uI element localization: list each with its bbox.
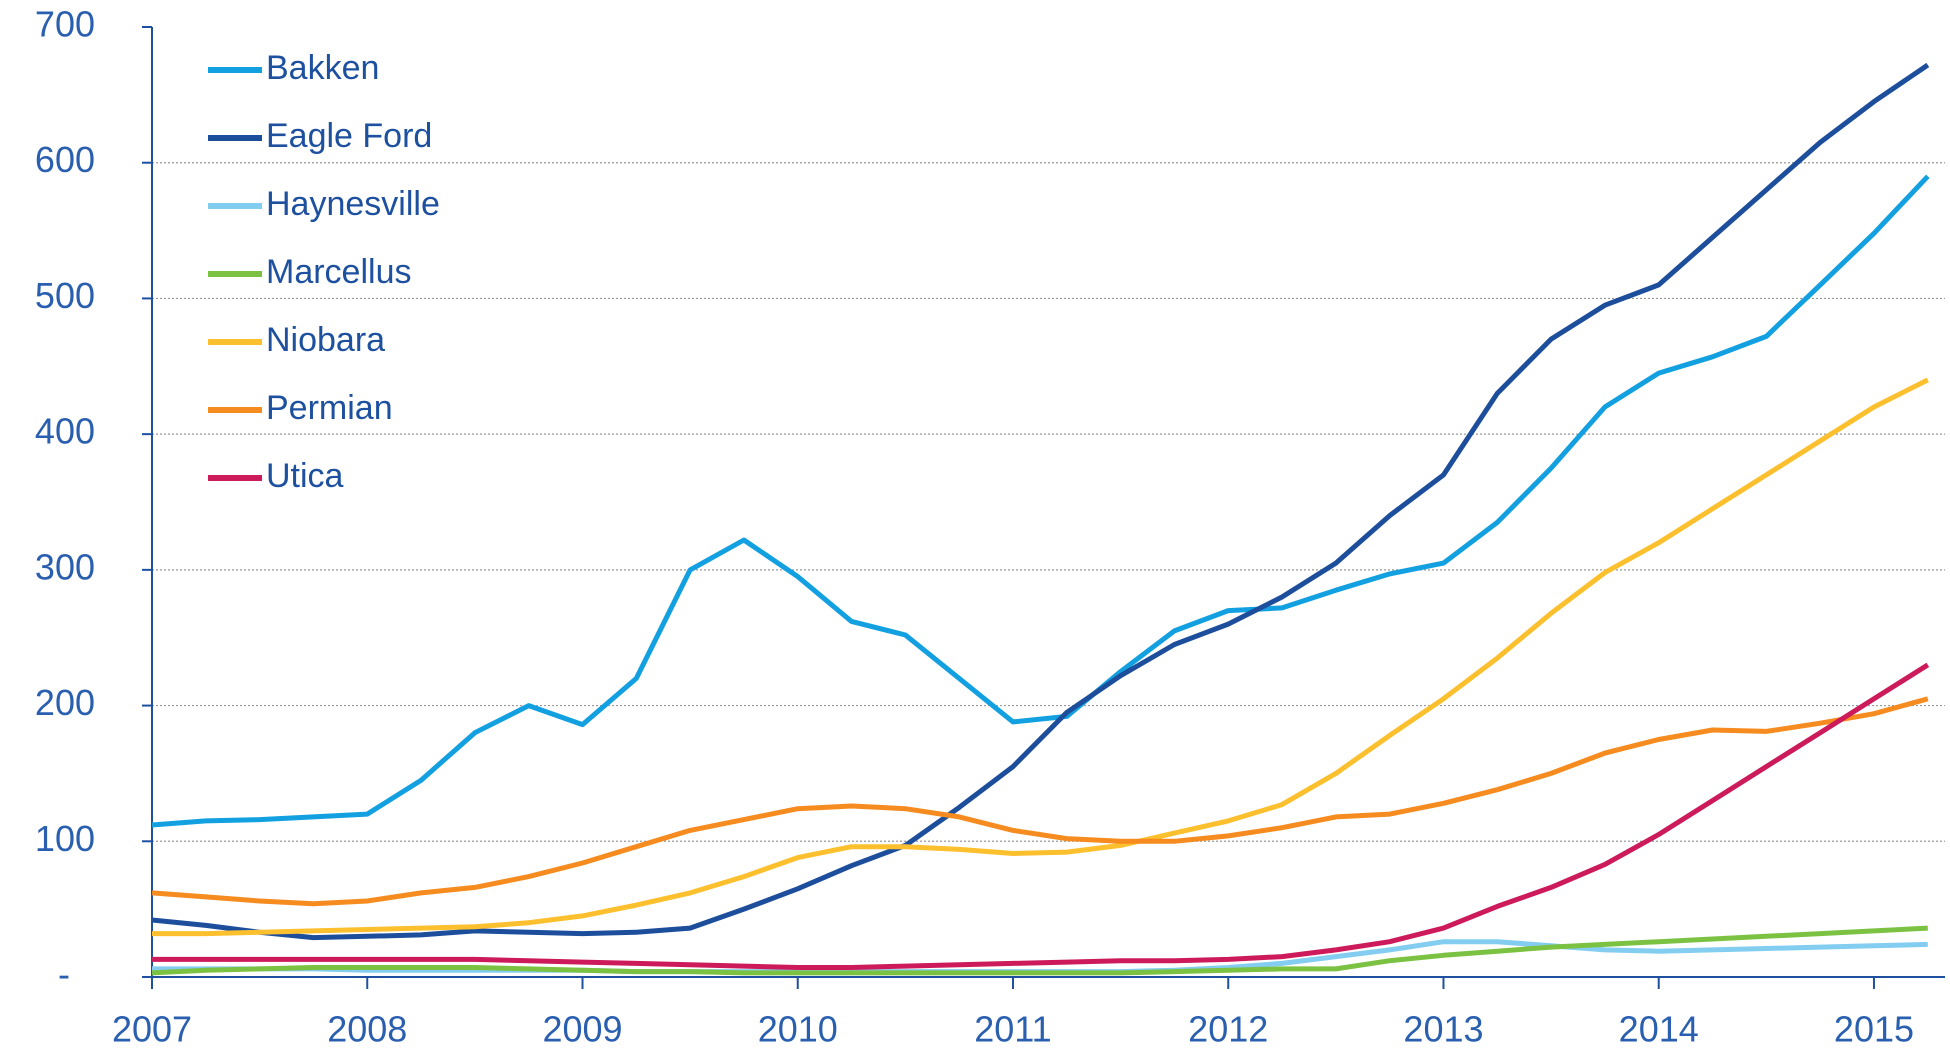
y-tick-label: 400 <box>35 411 95 452</box>
series-line <box>152 662 1930 970</box>
legend-label: Eagle Ford <box>266 117 432 155</box>
x-tick-label: 2012 <box>1188 1009 1268 1050</box>
series-line <box>151 62 1930 941</box>
x-tick-label: 2010 <box>758 1009 838 1050</box>
legend-label: Haynesville <box>266 185 440 223</box>
series-line <box>152 377 1929 937</box>
y-tick-label: 200 <box>35 682 95 723</box>
x-tick-label: 2009 <box>542 1009 622 1050</box>
x-tick-label: 2011 <box>974 1009 1051 1050</box>
y-tick-label: - <box>58 954 70 995</box>
y-tick-label: 100 <box>35 818 95 859</box>
x-tick-label: 2007 <box>112 1009 192 1050</box>
x-tick-label: 2013 <box>1403 1009 1483 1050</box>
legend-label: Utica <box>266 457 344 495</box>
y-tick-label: 500 <box>35 275 95 316</box>
legend-label: Permian <box>266 389 393 427</box>
x-tick-label: 2008 <box>327 1009 407 1050</box>
y-tick-label: 700 <box>35 4 95 45</box>
y-tick-label: 600 <box>35 139 95 180</box>
y-tick-label: 300 <box>35 546 95 587</box>
legend-label: Bakken <box>266 49 379 87</box>
series-line <box>151 174 1930 828</box>
series-line <box>151 925 1928 976</box>
series-line <box>151 696 1929 907</box>
legend-label: Marcellus <box>266 253 411 291</box>
x-tick-label: 2014 <box>1619 1009 1699 1050</box>
legend-label: Niobara <box>266 321 385 359</box>
x-tick-label: 2015 <box>1834 1009 1914 1050</box>
